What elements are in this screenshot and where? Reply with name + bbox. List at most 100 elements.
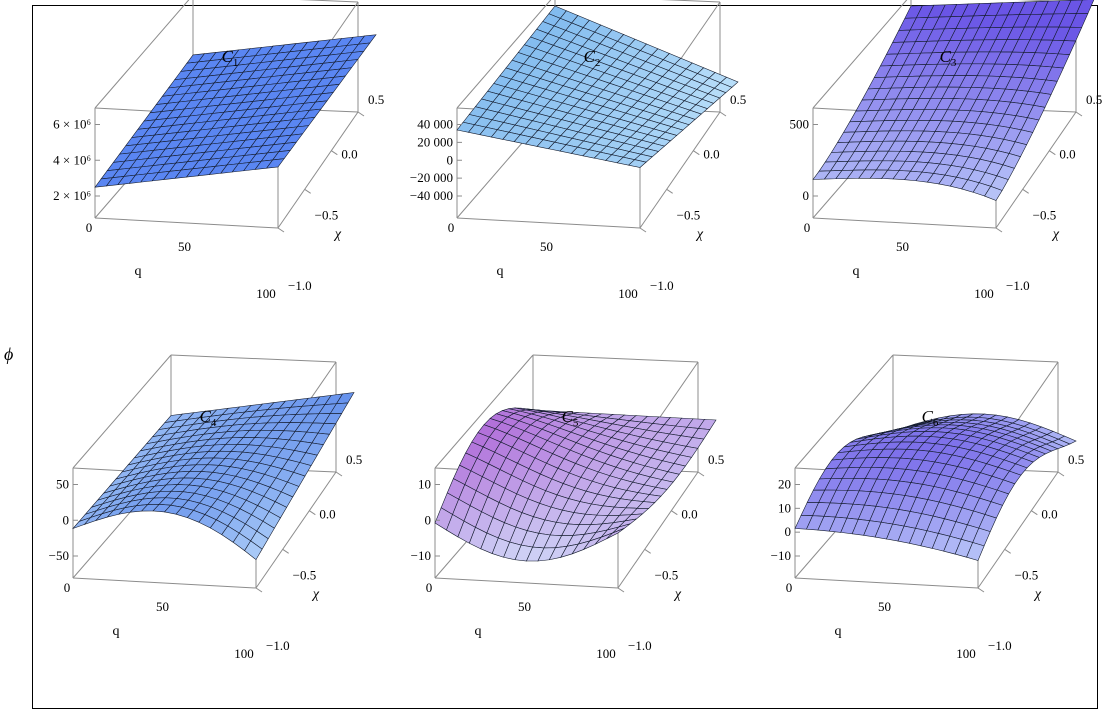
- z-tick-label: 50: [56, 477, 69, 492]
- surface-cell: [984, 185, 1003, 201]
- y-tick-label: 0.5: [730, 92, 746, 107]
- y-tick-label: −1.0: [288, 278, 312, 293]
- z-tick-label: 0: [425, 512, 432, 527]
- y-tick-label: 0.5: [1068, 452, 1084, 467]
- y-tick: [1004, 548, 1011, 554]
- y-tick-label: −1.0: [628, 638, 652, 653]
- y-tick: [693, 150, 700, 156]
- panel-title: C2: [584, 47, 601, 69]
- box-edge: [72, 354, 172, 469]
- box-edge: [434, 577, 619, 589]
- y-tick: [644, 548, 651, 554]
- z-tick-label: −10: [411, 548, 431, 563]
- y-axis-label: χ: [1051, 227, 1060, 242]
- box-edge: [94, 217, 279, 229]
- x-tick-label: 50: [540, 239, 553, 254]
- x-tick-label: 50: [878, 599, 891, 614]
- z-tick-label: 10: [418, 477, 431, 492]
- x-tick-label: 0: [448, 220, 455, 235]
- x-tick-label: 0: [426, 580, 433, 595]
- y-tick: [977, 587, 985, 593]
- x-tick-label: 50: [178, 239, 191, 254]
- box-edge: [456, 217, 641, 229]
- z-tick-label: −20 000: [410, 170, 453, 185]
- y-tick-label: −0.5: [655, 567, 679, 582]
- box-edge: [794, 577, 979, 589]
- x-axis-label: q: [113, 624, 120, 639]
- y-tick: [1022, 188, 1029, 194]
- box-edge: [639, 111, 721, 229]
- z-tick-label: 2 × 10⁶: [53, 188, 91, 203]
- y-tick-label: −1.0: [650, 278, 674, 293]
- z-tick-label: 0: [63, 512, 70, 527]
- x-tick-label: 0: [804, 220, 811, 235]
- surface-4: [72, 392, 355, 561]
- box-edge: [299, 0, 359, 3]
- y-tick: [1049, 150, 1056, 156]
- x-axis-label: q: [135, 264, 142, 279]
- z-tick-label: 0: [785, 524, 792, 539]
- x-axis-label: q: [835, 624, 842, 639]
- y-tick: [995, 227, 1003, 233]
- surface-3: [812, 0, 1095, 201]
- box-edge: [977, 471, 1059, 589]
- y-tick-label: −0.5: [293, 567, 317, 582]
- y-tick: [697, 471, 705, 477]
- x-tick-label: 0: [786, 580, 793, 595]
- box-edge: [892, 354, 1059, 363]
- y-tick: [719, 111, 727, 117]
- box-edge: [812, 217, 997, 229]
- x-tick-label: 100: [618, 286, 638, 301]
- panel-title: C4: [200, 407, 217, 429]
- y-tick-label: −0.5: [315, 207, 339, 222]
- box-edge: [456, 0, 552, 109]
- y-tick: [1075, 111, 1083, 117]
- y-axis-label: χ: [673, 587, 682, 602]
- x-tick-label: 100: [974, 286, 994, 301]
- surface-cell: [265, 158, 285, 169]
- y-tick-label: 0.0: [681, 507, 697, 522]
- y-axis-label: χ: [695, 227, 704, 242]
- z-tick-label: −40 000: [410, 188, 453, 203]
- z-tick-label: 0: [803, 188, 810, 203]
- box-edge: [434, 354, 534, 469]
- z-tick-label: −50: [49, 548, 69, 563]
- box-edge: [995, 111, 1077, 229]
- box-edge: [661, 0, 721, 3]
- panel-3: C3 500 0 0 50 100 q 0.5 0.0 −0.5 −1.0 χ: [790, 0, 1102, 301]
- y-tick-label: −1.0: [1006, 278, 1030, 293]
- z-tick-label: 4 × 10⁶: [53, 152, 91, 167]
- y-tick-label: 0.0: [1041, 507, 1057, 522]
- surface-cell: [627, 159, 647, 168]
- y-tick: [331, 150, 338, 156]
- z-tick-label: 6 × 10⁶: [53, 117, 91, 132]
- box-edge: [812, 0, 908, 109]
- z-tick-label: 40 000: [417, 117, 453, 132]
- panel-title: C5: [562, 407, 579, 429]
- surface-cell: [244, 540, 263, 561]
- box-edge: [170, 354, 337, 363]
- x-axis-label: q: [853, 264, 860, 279]
- y-tick-label: −1.0: [266, 638, 290, 653]
- y-axis-label: χ: [1033, 587, 1042, 602]
- z-tick-label: 20: [778, 477, 791, 492]
- y-tick-label: 0.5: [1086, 92, 1102, 107]
- x-tick-label: 50: [156, 599, 169, 614]
- z-tick-label: 10: [778, 500, 791, 515]
- y-tick-label: 0.0: [1059, 147, 1075, 162]
- y-tick: [671, 510, 678, 516]
- x-tick-label: 100: [234, 646, 254, 661]
- box-edge: [617, 471, 699, 589]
- y-tick: [255, 587, 263, 593]
- surface-1: [94, 34, 377, 188]
- box-edge: [255, 471, 337, 589]
- y-axis-label: χ: [333, 227, 342, 242]
- panel-title: C1: [222, 47, 239, 69]
- panel-4: C4 50 0 −50 0 50 100 q 0.5 0.0 −0.5 −1.0 χ: [49, 354, 362, 661]
- figure-frame: [32, 5, 1098, 709]
- y-tick-label: 0.0: [703, 147, 719, 162]
- y-tick-label: 0.0: [341, 147, 357, 162]
- x-tick-label: 50: [896, 239, 909, 254]
